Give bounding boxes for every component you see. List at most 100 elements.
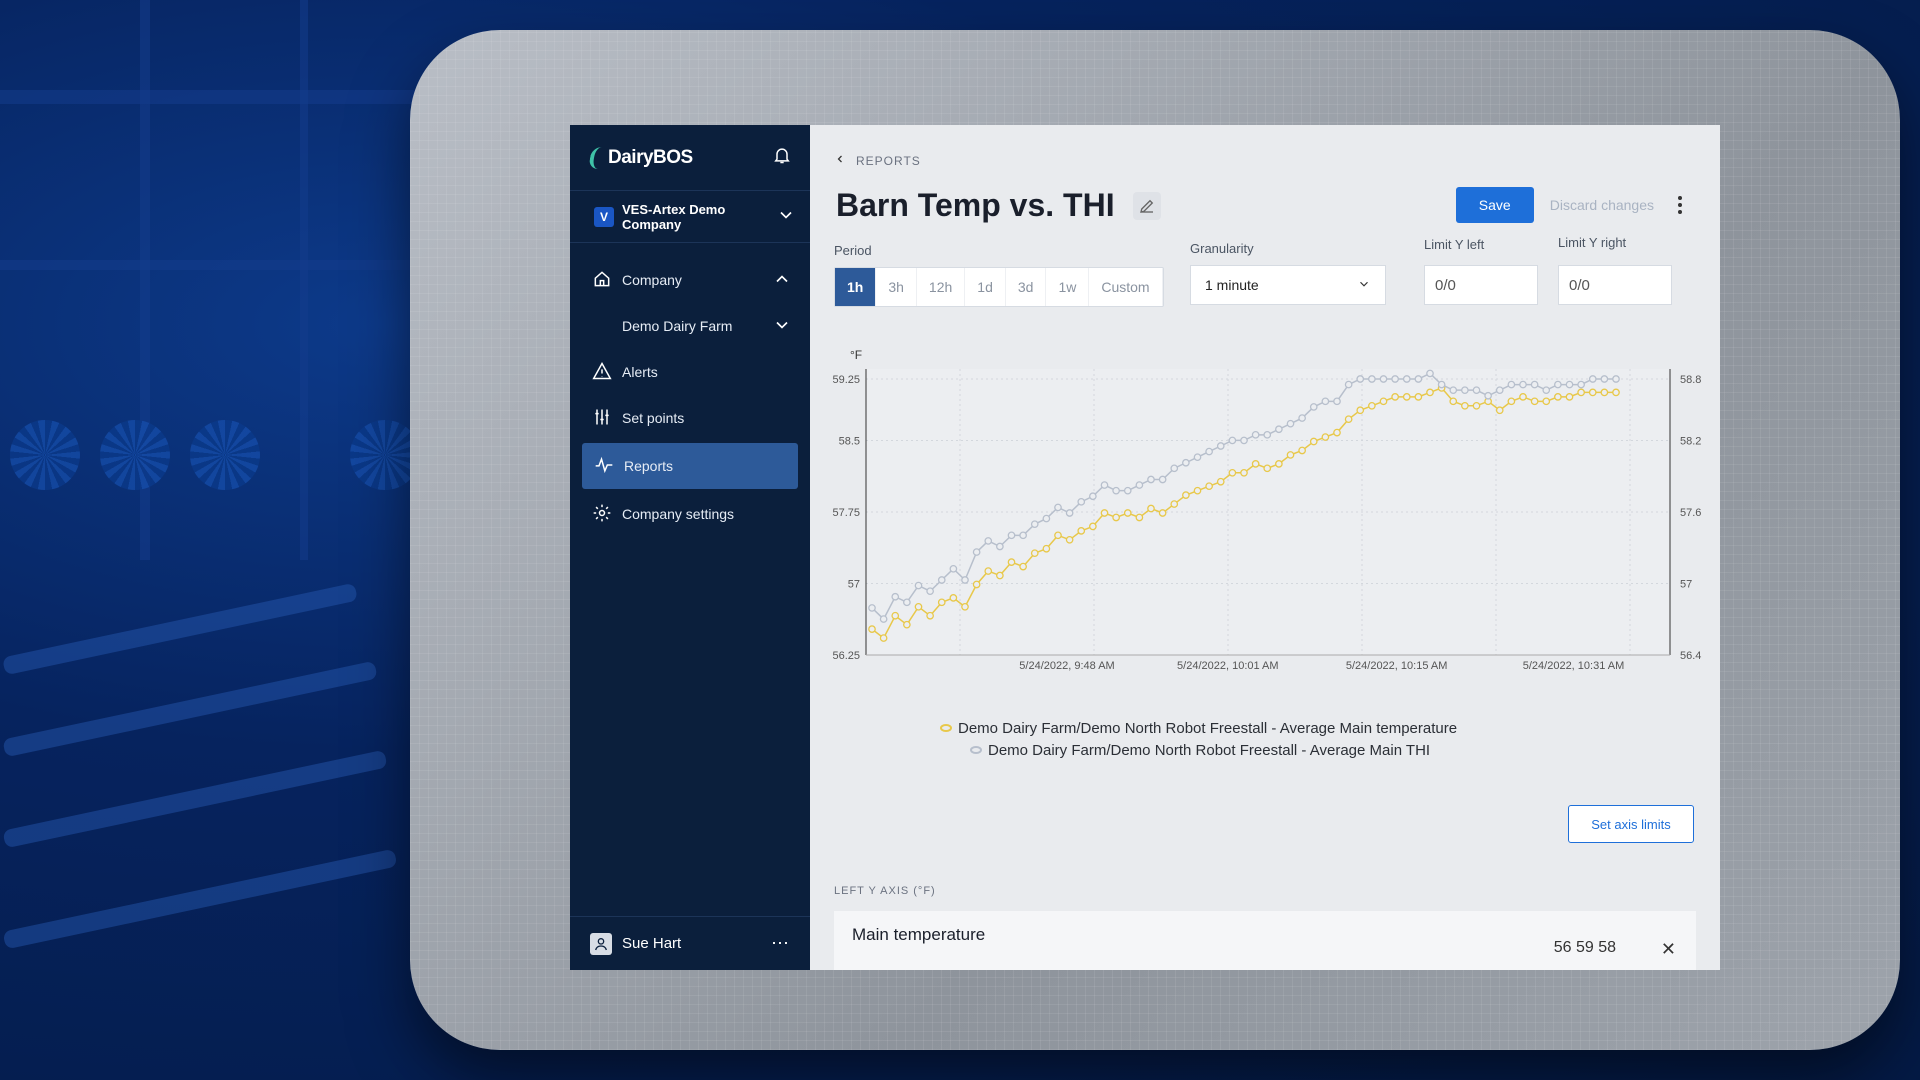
close-icon[interactable]: ✕ (1660, 939, 1676, 959)
pulse-icon (594, 455, 614, 478)
sidebar: DairyBOS V VES-Artex Demo Company Compan… (570, 125, 810, 970)
series-point-1 (1275, 460, 1283, 468)
period-option-custom[interactable]: Custom (1089, 268, 1163, 306)
series-point-2 (1530, 380, 1539, 389)
series-point-1 (949, 594, 958, 602)
series-point-2 (1414, 375, 1423, 383)
series-point-1 (1588, 388, 1597, 397)
series-point-2 (972, 548, 981, 556)
sidebar-item-label: Reports (624, 458, 674, 474)
series-point-2 (1588, 375, 1597, 383)
series-point-2 (926, 587, 934, 596)
series-point-1 (1251, 460, 1260, 468)
discard-changes-button[interactable]: Discard changes (1549, 197, 1654, 213)
report-controls: Period 1h 3h 12h 1d 3d 1w Custom Granularity 1… (834, 235, 1696, 313)
series-point-2 (1065, 509, 1074, 517)
series-point-1 (1065, 535, 1074, 544)
edit-title-button[interactable] (1132, 191, 1161, 220)
header-actions: Save Discard changes (1455, 187, 1690, 223)
main-content: REPORTS Barn Temp vs. THI Save Discard c… (810, 125, 1720, 970)
series-point-1 (1147, 504, 1155, 513)
sidebar-item-company-settings[interactable]: Company settings (570, 491, 810, 537)
series-point-1 (972, 580, 981, 589)
series-point-1 (1414, 393, 1423, 401)
y-left-tick-label: 59.25 (832, 374, 860, 386)
more-horizontal-icon[interactable]: ⋯ (771, 933, 790, 953)
chart-svg: 59.25 58.5 57.75 57 56.25 58.8 58.2 57.6 57 56.4 5… (832, 348, 1701, 672)
sidebar-item-alerts[interactable]: Alerts (570, 349, 810, 395)
series-point-2 (961, 576, 969, 584)
limit-y-right-input[interactable] (1558, 265, 1672, 305)
series-point-1 (1100, 509, 1109, 517)
series-point-2 (1205, 447, 1213, 456)
series-point-2 (1461, 386, 1469, 395)
y-left-tick-label: 57.75 (832, 507, 860, 519)
sidebar-item-demo-dairy-farm[interactable]: Demo Dairy Farm (570, 303, 810, 349)
save-button[interactable]: Save (1455, 187, 1534, 223)
y-left-tick-label: 56.25 (832, 650, 860, 662)
series-point-2 (1019, 531, 1027, 540)
period-option-1h[interactable]: 1h (835, 268, 877, 306)
sidebar-item-label: Demo Dairy Farm (622, 318, 733, 334)
granularity-value: 1 minute (1205, 277, 1259, 293)
breadcrumb[interactable]: REPORTS (834, 153, 921, 168)
series-point-2 (1368, 375, 1376, 383)
company-selector[interactable]: V VES-Artex Demo Company (570, 191, 810, 243)
legend-item[interactable]: Demo Dairy Farm/Demo North Robot Freesta… (940, 739, 1640, 761)
series-point-2 (1228, 436, 1237, 445)
series-point-2 (1251, 430, 1260, 439)
series-point-1 (984, 567, 993, 575)
y-left-tick-label: 58.5 (839, 436, 860, 448)
series-point-1 (1042, 544, 1051, 553)
series-point-1 (1554, 393, 1562, 401)
series-point-2 (1495, 386, 1504, 395)
background-stall (2, 660, 378, 758)
set-axis-limits-button[interactable]: Set axis limits (1568, 805, 1694, 843)
sidebar-item-set-points[interactable]: Set points (570, 395, 810, 441)
x-tick-label: 5/24/2022, 10:01 AM (1177, 660, 1279, 672)
period-option-3h[interactable]: 3h (876, 268, 917, 306)
series-point-1 (1309, 437, 1318, 446)
legend-item[interactable]: Demo Dairy Farm/Demo North Robot Freesta… (940, 717, 1640, 739)
series-point-1 (961, 602, 969, 611)
series-point-1 (1356, 406, 1365, 415)
y-right-tick-label: 57.6 (1680, 507, 1701, 519)
background-fan (350, 420, 420, 490)
series-point-2 (1298, 414, 1306, 422)
sidebar-item-label: Company (622, 272, 682, 288)
series-point-1 (1426, 388, 1434, 397)
sidebar-item-reports[interactable]: Reports (582, 443, 798, 489)
series-point-2 (1612, 375, 1620, 383)
bell-icon[interactable] (772, 145, 792, 170)
background-stall (2, 848, 398, 950)
kebab-menu-icon[interactable] (1670, 195, 1690, 215)
brand-logo[interactable]: DairyBOS (588, 146, 693, 169)
chevron-up-icon (772, 269, 792, 292)
x-tick-label: 5/24/2022, 9:48 AM (1019, 660, 1114, 672)
period-option-1w[interactable]: 1w (1046, 268, 1090, 306)
series-point-2 (879, 615, 888, 623)
period-option-12h[interactable]: 12h (917, 268, 966, 306)
series-point-2 (1240, 436, 1248, 445)
legend-label: Demo Dairy Farm/Demo North Robot Freesta… (958, 719, 1458, 737)
series-point-1 (1344, 415, 1353, 424)
series-point-1 (1577, 388, 1585, 397)
y-right-tick-label: 57 (1680, 579, 1692, 591)
series-point-1 (1368, 401, 1376, 410)
period-option-3d[interactable]: 3d (1006, 268, 1047, 306)
left-axis-section-label: LEFT Y AXIS (°F) (834, 885, 936, 897)
period-option-1d[interactable]: 1d (965, 268, 1006, 306)
series-point-1 (1530, 397, 1539, 406)
series-point-1 (1216, 477, 1225, 486)
limit-y-right-label: Limit Y right (1558, 235, 1627, 250)
granularity-dropdown[interactable]: 1 minute (1190, 265, 1386, 305)
series-point-2 (1182, 458, 1190, 467)
limit-y-left-input[interactable] (1424, 265, 1538, 305)
series-point-2 (891, 592, 900, 601)
series-point-2 (1507, 380, 1516, 389)
x-tick-label: 5/24/2022, 10:31 AM (1523, 660, 1625, 672)
user-menu[interactable]: Sue Hart ⋯ (570, 916, 810, 970)
series-point-2 (1263, 430, 1272, 439)
series-point-1 (1507, 397, 1516, 406)
sidebar-item-company[interactable]: Company (570, 257, 810, 303)
